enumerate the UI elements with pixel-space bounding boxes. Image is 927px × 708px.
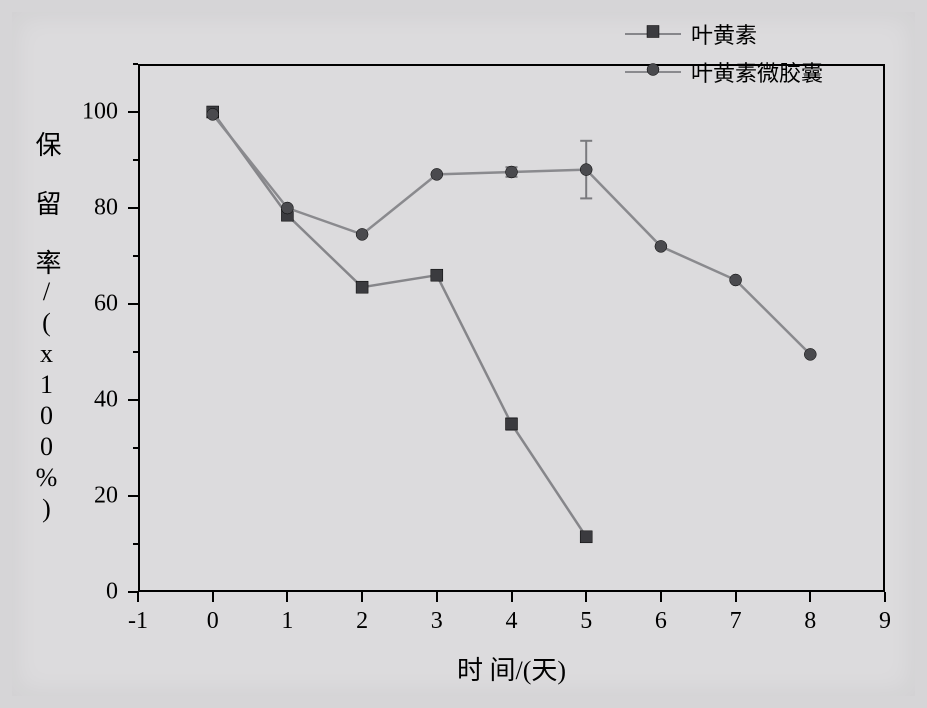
x-tick-label: 4: [506, 608, 518, 635]
y-tick: [128, 303, 138, 305]
x-tick: [809, 592, 811, 602]
series-marker-microcapsule: [356, 228, 368, 240]
y-tick: [128, 591, 138, 593]
x-tick: [212, 592, 214, 602]
series-marker-microcapsule: [655, 240, 667, 252]
x-tick-label: 2: [356, 608, 368, 635]
y-tick: [128, 207, 138, 209]
x-tick: [511, 592, 513, 602]
series-marker-microcapsule: [506, 166, 518, 178]
x-tick-label: 7: [730, 608, 742, 635]
x-tick-label: 6: [655, 608, 667, 635]
y-tick: [128, 495, 138, 497]
x-tick-label: 9: [879, 608, 891, 635]
y-tick: [128, 399, 138, 401]
x-tick-label: -1: [128, 608, 148, 635]
series-line-microcapsule: [213, 114, 811, 354]
y-tick-label: 20: [94, 483, 118, 510]
circle-marker-icon: [646, 63, 660, 82]
legend-label: 叶黄素微胶囊: [691, 56, 823, 88]
y-tick-label: 80: [94, 195, 118, 222]
y-tick-label: 40: [94, 387, 118, 414]
x-tick: [884, 592, 886, 602]
legend-entry-lutein: 叶黄素: [625, 18, 823, 50]
x-tick: [137, 592, 139, 602]
x-tick: [585, 592, 587, 602]
x-tick-label: 0: [207, 608, 219, 635]
series-marker-lutein: [506, 418, 518, 430]
x-axis-title: 时 间/(天): [457, 650, 566, 687]
x-tick: [436, 592, 438, 602]
series-layer: [138, 64, 885, 592]
series-marker-microcapsule: [281, 202, 293, 214]
x-tick-label: 1: [281, 608, 293, 635]
x-tick: [286, 592, 288, 602]
y-tick-label: 100: [82, 99, 118, 126]
series-marker-microcapsule: [431, 168, 443, 180]
series-line-lutein: [213, 112, 587, 537]
x-tick-label: 8: [804, 608, 816, 635]
y-axis-title: 保 留 率/(x100%): [28, 131, 65, 525]
x-tick: [660, 592, 662, 602]
series-marker-lutein: [431, 269, 443, 281]
legend: 叶黄素叶黄素微胶囊: [625, 18, 823, 94]
y-tick: [128, 111, 138, 113]
legend-entry-microcapsule: 叶黄素微胶囊: [625, 56, 823, 88]
series-marker-lutein: [580, 531, 592, 543]
series-marker-microcapsule: [730, 274, 742, 286]
square-marker-icon: [646, 25, 660, 44]
series-marker-microcapsule: [207, 108, 219, 120]
plot-area: -10123456789020406080100: [138, 64, 885, 592]
series-marker-microcapsule: [580, 164, 592, 176]
legend-line-sample: [625, 33, 681, 35]
x-tick-label: 5: [580, 608, 592, 635]
legend-line-sample: [625, 71, 681, 73]
y-tick-label: 60: [94, 291, 118, 318]
x-tick: [735, 592, 737, 602]
series-marker-lutein: [356, 281, 368, 293]
x-tick-label: 3: [431, 608, 443, 635]
series-marker-microcapsule: [804, 348, 816, 360]
legend-label: 叶黄素: [691, 18, 757, 50]
y-tick-label: 0: [106, 579, 118, 606]
x-tick: [361, 592, 363, 602]
